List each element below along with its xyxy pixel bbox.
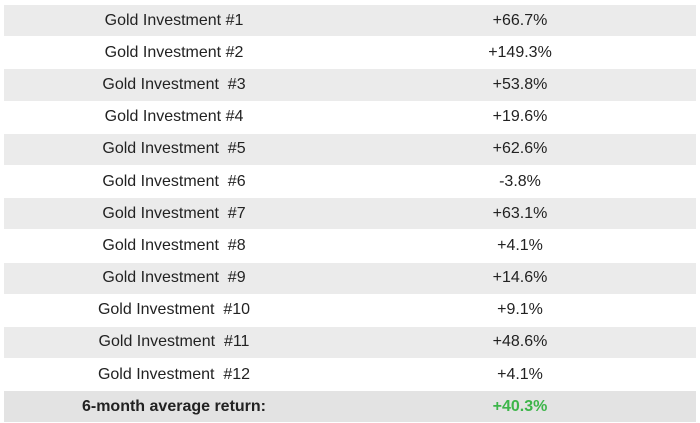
returns-table: Gold Investment #1 +66.7% Gold Investment … [4,5,696,423]
return-value: +9.1% [344,294,696,327]
table-row: Gold Investment #3 +53.8% [4,68,696,102]
return-value: +19.6% [344,101,696,134]
investment-name: Gold Investment #8 [4,229,344,263]
return-value: -3.8% [344,165,696,199]
investment-name: Gold Investment #12 [4,358,344,392]
table-row: Gold Investment #12 +4.1% [4,358,696,392]
table-row: Gold Investment #10 +9.1% [4,294,696,327]
investment-name: Gold Investment #6 [4,165,344,199]
return-value: +66.7% [344,5,696,38]
footer-row: 6-month average return: +40.3% [4,390,696,423]
return-value: +62.6% [344,133,696,166]
investment-name: Gold Investment #7 [4,197,344,231]
average-value: +40.3% [344,390,696,423]
return-value: +53.8% [344,68,696,102]
average-label: 6-month average return: [4,390,344,423]
return-value: +63.1% [344,197,696,231]
return-value: +48.6% [344,326,696,360]
investment-name: Gold Investment #11 [4,326,344,360]
table-row: Gold Investment #1 +66.7% [4,5,696,38]
investment-name: Gold Investment #3 [4,68,344,102]
table-row: Gold Investment #2 +149.3% [4,36,696,70]
table-body: Gold Investment #1 +66.7% Gold Investment … [4,5,696,423]
return-value: +4.1% [344,358,696,392]
return-value: +149.3% [344,36,696,70]
table-row: Gold Investment #9 +14.6% [4,262,696,295]
table-row: Gold Investment #7 +63.1% [4,197,696,231]
investment-name: Gold Investment #2 [4,36,344,70]
investment-name: Gold Investment #10 [4,294,344,327]
return-value: +14.6% [344,262,696,295]
return-value: +4.1% [344,229,696,263]
investment-name: Gold Investment #4 [4,101,344,134]
table-row: Gold Investment #6 -3.8% [4,165,696,199]
table-row: Gold Investment #4 +19.6% [4,101,696,134]
table-row: Gold Investment #11 +48.6% [4,326,696,360]
investment-name: Gold Investment #9 [4,262,344,295]
table-row: Gold Investment #5 +62.6% [4,133,696,166]
investment-name: Gold Investment #1 [4,5,344,38]
table-row: Gold Investment #8 +4.1% [4,229,696,263]
investment-name: Gold Investment #5 [4,133,344,166]
